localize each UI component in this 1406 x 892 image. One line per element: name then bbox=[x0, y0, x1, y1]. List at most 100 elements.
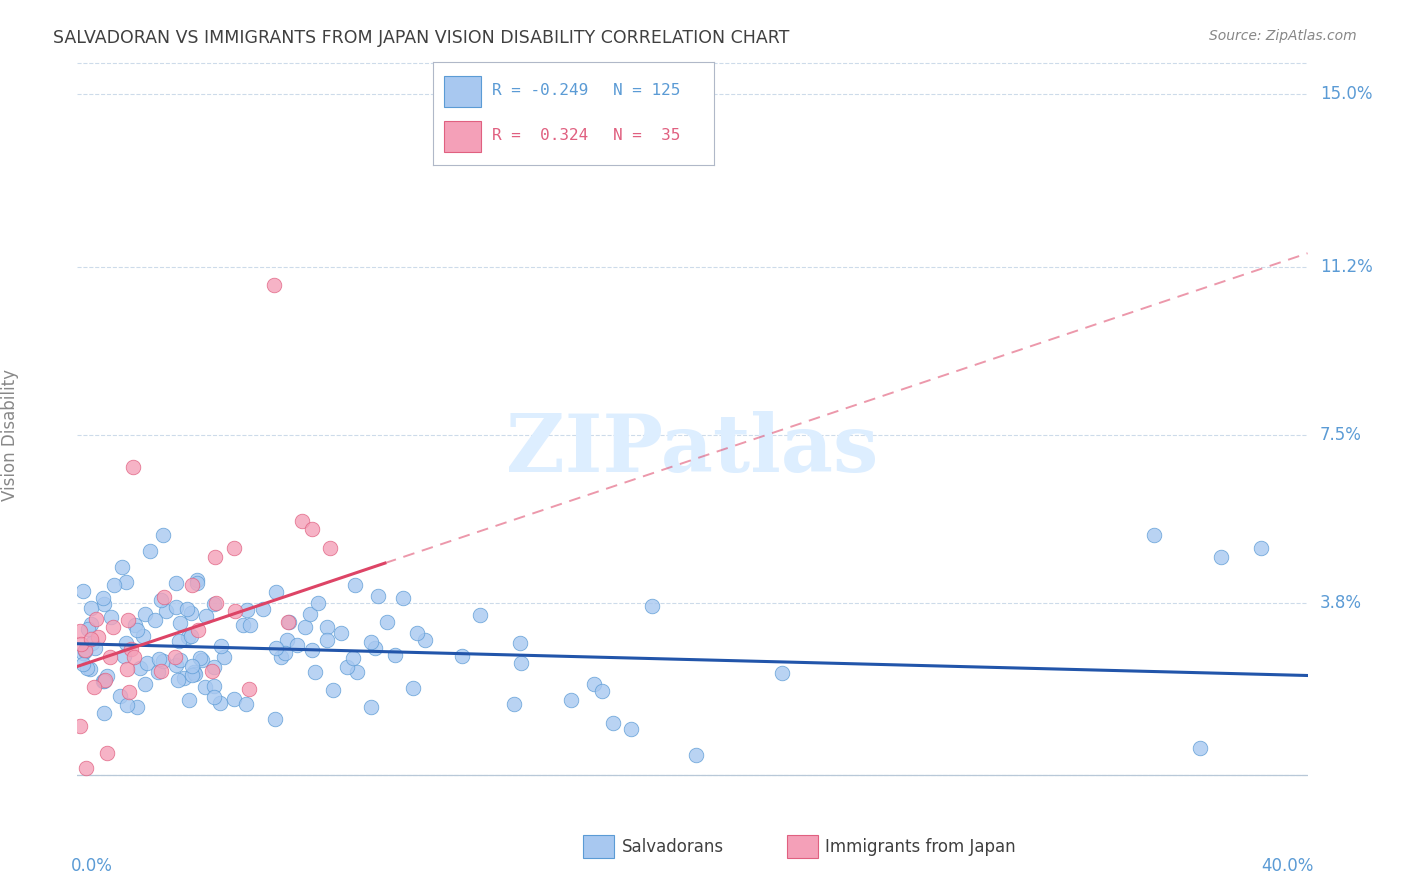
Point bbox=[451, 649, 474, 664]
Point bbox=[602, 716, 624, 731]
Point bbox=[165, 658, 187, 673]
Point bbox=[202, 690, 225, 704]
Text: 7.5%: 7.5% bbox=[1320, 425, 1362, 444]
Point bbox=[152, 591, 174, 605]
Point bbox=[391, 591, 413, 605]
Point bbox=[183, 665, 205, 679]
Point bbox=[79, 662, 101, 676]
Text: Salvadorans: Salvadorans bbox=[621, 838, 724, 855]
Point bbox=[103, 620, 125, 634]
Point bbox=[238, 681, 260, 696]
Point bbox=[84, 640, 107, 655]
Point bbox=[222, 541, 245, 555]
Point bbox=[360, 635, 382, 649]
Point bbox=[1143, 527, 1166, 541]
Point bbox=[263, 278, 285, 293]
Point bbox=[181, 658, 204, 673]
Point bbox=[152, 654, 174, 668]
Text: Immigrants from Japan: Immigrants from Japan bbox=[825, 838, 1017, 855]
Point bbox=[186, 573, 208, 587]
Point bbox=[270, 650, 292, 665]
Point bbox=[264, 712, 287, 726]
Point bbox=[84, 612, 107, 626]
Point bbox=[330, 626, 353, 640]
Point bbox=[117, 613, 139, 627]
Point bbox=[342, 651, 364, 665]
Point bbox=[235, 603, 257, 617]
Point bbox=[1188, 741, 1211, 756]
Point bbox=[125, 700, 148, 714]
Text: SALVADORAN VS IMMIGRANTS FROM JAPAN VISION DISABILITY CORRELATION CHART: SALVADORAN VS IMMIGRANTS FROM JAPAN VISI… bbox=[53, 29, 790, 46]
Bar bbox=[444, 76, 481, 106]
Point bbox=[135, 657, 157, 671]
Point bbox=[239, 618, 262, 632]
Point bbox=[509, 656, 531, 670]
Point bbox=[1250, 541, 1272, 556]
Point bbox=[294, 620, 316, 634]
Point bbox=[117, 685, 139, 699]
Point bbox=[93, 706, 115, 720]
Point bbox=[194, 680, 217, 694]
Point bbox=[176, 601, 198, 615]
Point bbox=[152, 528, 174, 542]
Point bbox=[112, 648, 135, 663]
Point bbox=[129, 661, 152, 675]
Text: Vision Disability: Vision Disability bbox=[0, 369, 18, 500]
Text: 0.0%: 0.0% bbox=[72, 857, 112, 875]
Point bbox=[173, 671, 195, 685]
Point bbox=[640, 599, 662, 613]
Point bbox=[301, 522, 323, 536]
Point bbox=[91, 591, 114, 605]
Point bbox=[346, 665, 368, 679]
Point bbox=[155, 604, 177, 618]
Point bbox=[264, 585, 287, 599]
Point bbox=[318, 541, 340, 556]
Point bbox=[150, 592, 173, 607]
Point bbox=[591, 683, 613, 698]
Point bbox=[415, 632, 437, 647]
Point bbox=[114, 575, 136, 590]
Point bbox=[114, 636, 136, 650]
Point bbox=[235, 697, 257, 711]
Point bbox=[93, 674, 115, 689]
Point bbox=[204, 549, 226, 564]
Point bbox=[73, 644, 96, 658]
Point bbox=[316, 632, 339, 647]
Point bbox=[209, 639, 232, 653]
Point bbox=[252, 601, 274, 615]
Text: 40.0%: 40.0% bbox=[1261, 857, 1313, 875]
Text: N =  35: N = 35 bbox=[613, 128, 681, 143]
Point bbox=[100, 610, 122, 624]
Point bbox=[148, 652, 170, 666]
Text: 3.8%: 3.8% bbox=[1320, 594, 1362, 612]
Point bbox=[115, 698, 138, 712]
Point bbox=[402, 681, 425, 695]
Point bbox=[212, 650, 235, 665]
Point bbox=[70, 637, 93, 651]
Point bbox=[406, 626, 429, 640]
Point bbox=[124, 650, 146, 665]
Text: 11.2%: 11.2% bbox=[1320, 258, 1372, 276]
Point bbox=[167, 633, 190, 648]
Point bbox=[201, 664, 224, 678]
Point bbox=[1211, 550, 1233, 565]
Bar bbox=[444, 121, 481, 152]
Point bbox=[72, 657, 94, 672]
Point bbox=[76, 623, 98, 637]
Point bbox=[80, 617, 103, 632]
Point bbox=[169, 615, 191, 630]
Point bbox=[204, 660, 226, 674]
Point bbox=[224, 603, 246, 617]
Point bbox=[304, 665, 326, 679]
Point bbox=[191, 653, 214, 667]
Point bbox=[75, 642, 97, 657]
Point bbox=[322, 682, 344, 697]
Point bbox=[69, 624, 91, 638]
Point bbox=[620, 722, 643, 736]
Point bbox=[115, 662, 138, 676]
Point bbox=[121, 459, 143, 474]
Text: R =  0.324: R = 0.324 bbox=[492, 128, 588, 143]
Point bbox=[169, 653, 191, 667]
Point bbox=[224, 692, 246, 706]
Point bbox=[72, 584, 94, 599]
